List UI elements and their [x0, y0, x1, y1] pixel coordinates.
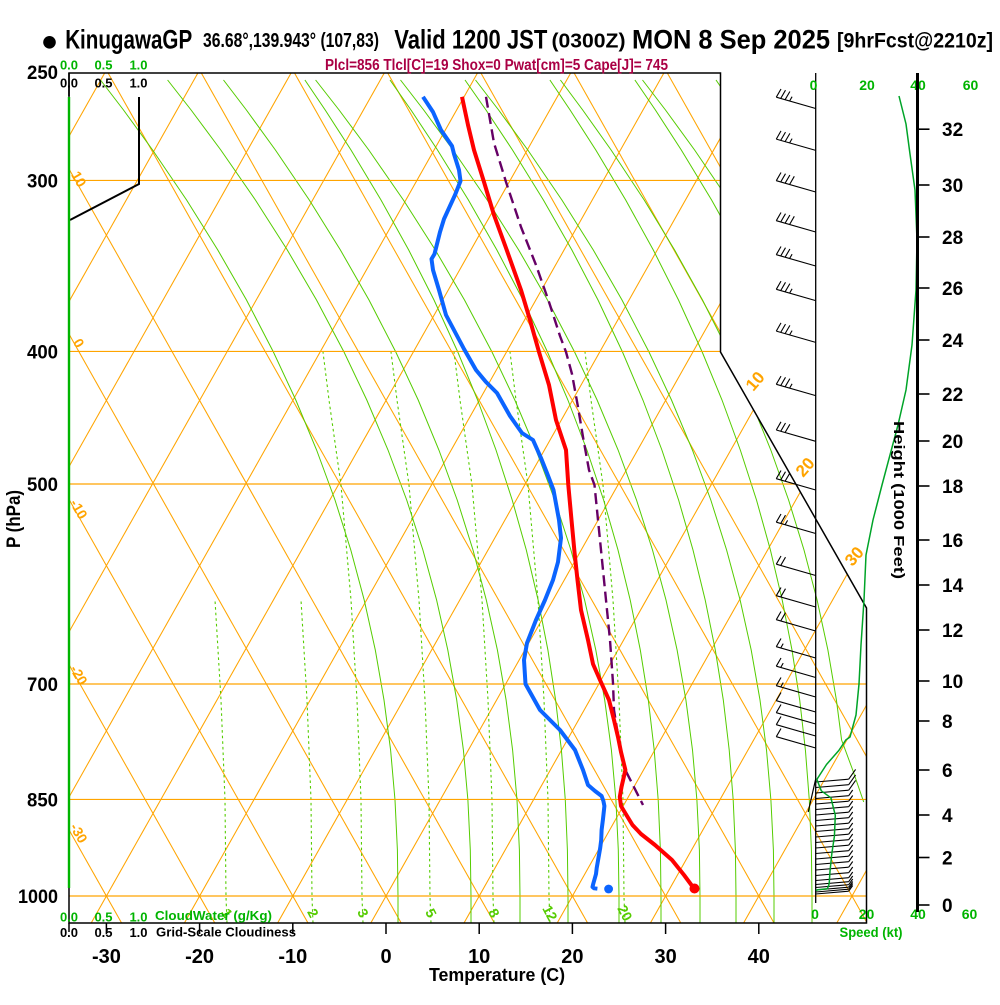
svg-text:12: 12 — [942, 621, 963, 642]
svg-text:0.0: 0.0 — [60, 58, 78, 73]
svg-text:28: 28 — [942, 228, 963, 249]
svg-text:24: 24 — [942, 331, 964, 352]
svg-text:20: 20 — [561, 946, 583, 968]
svg-text:700: 700 — [27, 674, 58, 696]
svg-text:10: 10 — [942, 672, 963, 693]
svg-text:500: 500 — [27, 474, 58, 496]
svg-text:60: 60 — [963, 77, 979, 93]
svg-text:22: 22 — [942, 385, 963, 406]
svg-text:10: 10 — [468, 946, 490, 968]
svg-text:-10: -10 — [278, 946, 307, 968]
svg-text:60: 60 — [962, 906, 978, 922]
svg-text:Speed (kt): Speed (kt) — [840, 925, 903, 940]
svg-text:20: 20 — [942, 432, 963, 453]
svg-text:Valid 1200 JST: Valid 1200 JST — [394, 24, 547, 54]
svg-text:40: 40 — [910, 906, 926, 922]
svg-text:300: 300 — [27, 170, 58, 192]
svg-text:0.0: 0.0 — [60, 910, 78, 925]
svg-text:32: 32 — [942, 120, 963, 141]
svg-text:250: 250 — [27, 62, 58, 84]
svg-text:20: 20 — [859, 77, 875, 93]
svg-text:14: 14 — [942, 576, 964, 597]
svg-text:30: 30 — [942, 176, 963, 197]
svg-text:1.0: 1.0 — [129, 925, 147, 940]
svg-text:1.0: 1.0 — [129, 58, 147, 73]
svg-text:30: 30 — [654, 946, 676, 968]
svg-text:850: 850 — [27, 789, 58, 811]
svg-text:Height (1000 Feet): Height (1000 Feet) — [890, 421, 907, 579]
svg-text:0: 0 — [380, 946, 391, 968]
svg-text:20: 20 — [614, 902, 636, 923]
svg-text:0.0: 0.0 — [60, 925, 78, 940]
svg-text:2: 2 — [942, 848, 953, 869]
svg-text:(0300Z): (0300Z) — [552, 31, 626, 53]
svg-text:8: 8 — [942, 712, 953, 733]
svg-text:Grid-Scale Cloudiness: Grid-Scale Cloudiness — [156, 925, 296, 940]
svg-text:18: 18 — [942, 477, 963, 498]
svg-text:Plcl=856 Tlcl[C]=19 Shox=0 Pwa: Plcl=856 Tlcl[C]=19 Shox=0 Pwat[cm]=5 Ca… — [325, 57, 668, 74]
svg-text:1.0: 1.0 — [129, 76, 147, 91]
svg-text:16: 16 — [942, 531, 963, 552]
svg-text:4: 4 — [942, 806, 953, 827]
svg-text:0.5: 0.5 — [94, 925, 112, 940]
svg-text:40: 40 — [748, 946, 770, 968]
svg-text:KinugawaGP: KinugawaGP — [65, 24, 192, 54]
svg-text:1000: 1000 — [18, 886, 58, 908]
svg-text:6: 6 — [942, 761, 953, 782]
svg-text:0: 0 — [810, 77, 818, 93]
svg-text:1.0: 1.0 — [129, 910, 147, 925]
svg-text:MON 8 Sep 2025: MON 8 Sep 2025 — [632, 24, 830, 54]
svg-text:0.5: 0.5 — [94, 910, 112, 925]
svg-text:-30: -30 — [92, 946, 121, 968]
svg-text:26: 26 — [942, 279, 963, 300]
svg-text:10: 10 — [68, 168, 90, 190]
svg-text:12: 12 — [539, 902, 561, 923]
svg-text:20: 20 — [859, 906, 875, 922]
svg-text:0.0: 0.0 — [60, 76, 78, 91]
svg-text:36.68°,139.943° (107,83): 36.68°,139.943° (107,83) — [203, 30, 379, 52]
svg-text:[9hrFcst@2210z]: [9hrFcst@2210z] — [837, 30, 993, 53]
svg-text:Temperature (C): Temperature (C) — [429, 964, 565, 985]
svg-text:-20: -20 — [185, 946, 214, 968]
svg-text:0: 0 — [942, 896, 953, 917]
svg-text:0.5: 0.5 — [94, 76, 112, 91]
svg-text:CloudWater (g/Kg): CloudWater (g/Kg) — [155, 908, 272, 923]
svg-text:0: 0 — [811, 906, 819, 922]
svg-text:P (hPa): P (hPa) — [4, 490, 25, 548]
svg-text:0.5: 0.5 — [94, 58, 112, 73]
svg-text:400: 400 — [27, 341, 58, 363]
